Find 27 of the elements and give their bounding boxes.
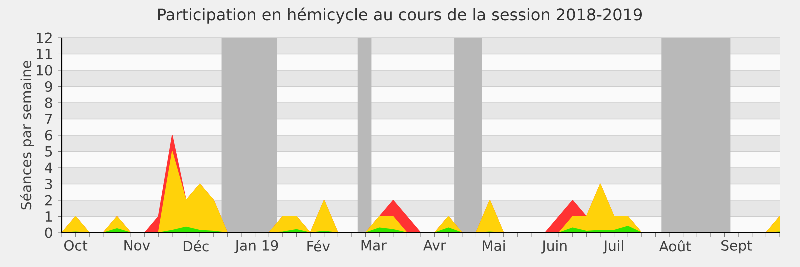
y-tick-label: 2 — [45, 195, 52, 206]
y-tick-label: 11 — [37, 49, 52, 60]
chart-title: Participation en hémicycle au cours de la session 2018-2019 — [158, 8, 642, 24]
x-tick-label: Nov — [124, 240, 150, 251]
x-tick-label: Avr — [424, 240, 446, 251]
x-tick-label: Août — [659, 240, 692, 252]
y-tick-label: 7 — [46, 114, 52, 124]
y-tick-label: 3 — [45, 178, 52, 190]
y-tick-label: 0 — [45, 228, 52, 238]
y-tick-label: 9 — [45, 81, 52, 92]
x-tick-label: Oct — [64, 240, 88, 251]
y-tick-label: 1 — [46, 212, 52, 222]
x-tick-label: Juin — [542, 240, 567, 254]
y-tick-label: 6 — [45, 130, 52, 141]
y-axis-title: Séances par semaine — [20, 61, 34, 210]
y-tick-label: 8 — [45, 98, 52, 108]
x-tick-label: Jan 19 — [234, 240, 278, 254]
x-tick-label: Fév — [308, 240, 330, 252]
x-tick-label: Mai — [483, 240, 505, 252]
x-tick-label: Juil — [603, 240, 624, 254]
x-tick-label: Mar — [362, 240, 387, 251]
x-tick-label: Sept — [722, 240, 752, 254]
y-tick-label: 5 — [45, 146, 52, 157]
y-tick-label: 10 — [37, 65, 52, 76]
x-tick-label: Déc — [184, 240, 209, 252]
y-tick-label: 4 — [45, 162, 53, 174]
y-tick-label: 12 — [37, 32, 52, 44]
